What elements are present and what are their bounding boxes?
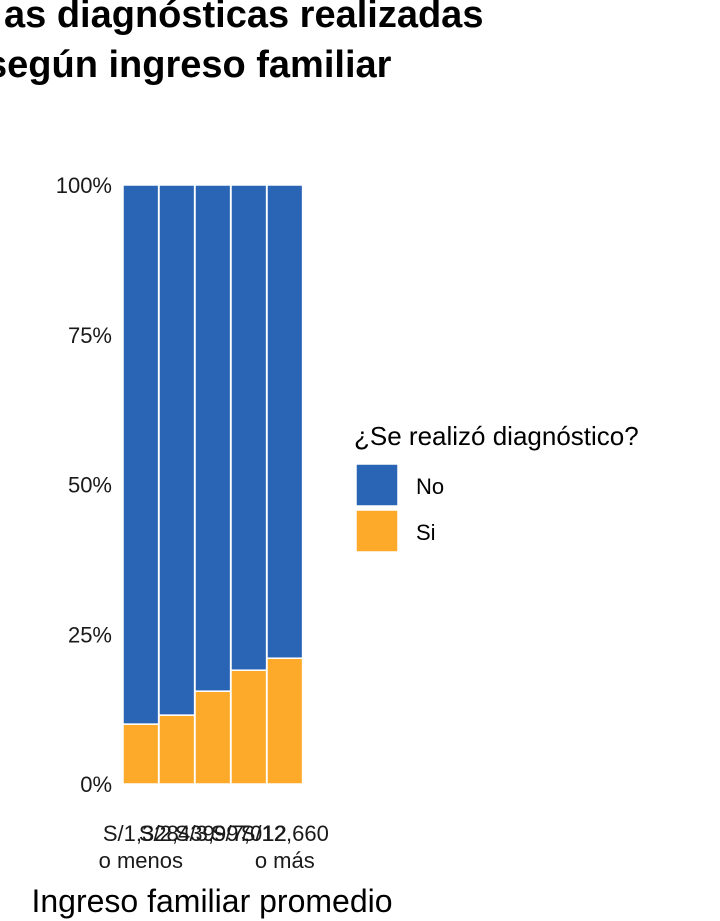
legend-label-si: Si bbox=[416, 520, 436, 545]
legend-title: ¿Se realizó diagnóstico? bbox=[354, 421, 639, 451]
bar-segment-si bbox=[122, 723, 160, 785]
x-tick-label: o menos bbox=[99, 848, 183, 873]
x-tick-label: S/12,660 bbox=[241, 821, 329, 846]
x-tick-label: S/2,439 bbox=[139, 821, 215, 846]
y-tick-label: 50% bbox=[68, 473, 112, 498]
legend-key-no bbox=[355, 463, 399, 507]
y-tick-label: 0% bbox=[80, 772, 112, 797]
bar-segment-si bbox=[194, 690, 232, 785]
bar-segment-no bbox=[158, 184, 196, 716]
x-axis-title: Ingreso familiar promedio bbox=[31, 883, 392, 919]
y-tick-label: 25% bbox=[68, 622, 112, 647]
x-tick-label: S/7,012 bbox=[211, 821, 287, 846]
bar-segment-no bbox=[230, 184, 268, 671]
bar-segment-no bbox=[266, 184, 304, 659]
legend-label-no: No bbox=[416, 474, 444, 499]
bar-segment-si bbox=[266, 657, 304, 785]
x-tick-label: o más bbox=[255, 848, 315, 873]
bar-segment-no bbox=[194, 184, 232, 692]
chart-title-line-2: según ingreso familiar bbox=[0, 44, 392, 86]
y-tick-label: 100% bbox=[56, 173, 112, 198]
chart-title-line-1: as diagnósticas realizadas bbox=[4, 0, 484, 36]
bar-segment-si bbox=[158, 714, 196, 785]
bar-segment-no bbox=[122, 184, 160, 725]
legend-key-si bbox=[355, 509, 399, 553]
x-tick-label: S/1,328 bbox=[103, 821, 179, 846]
bar-segment-si bbox=[230, 669, 268, 785]
y-tick-label: 75% bbox=[68, 323, 112, 348]
x-tick-label: S/3,997 bbox=[175, 821, 251, 846]
